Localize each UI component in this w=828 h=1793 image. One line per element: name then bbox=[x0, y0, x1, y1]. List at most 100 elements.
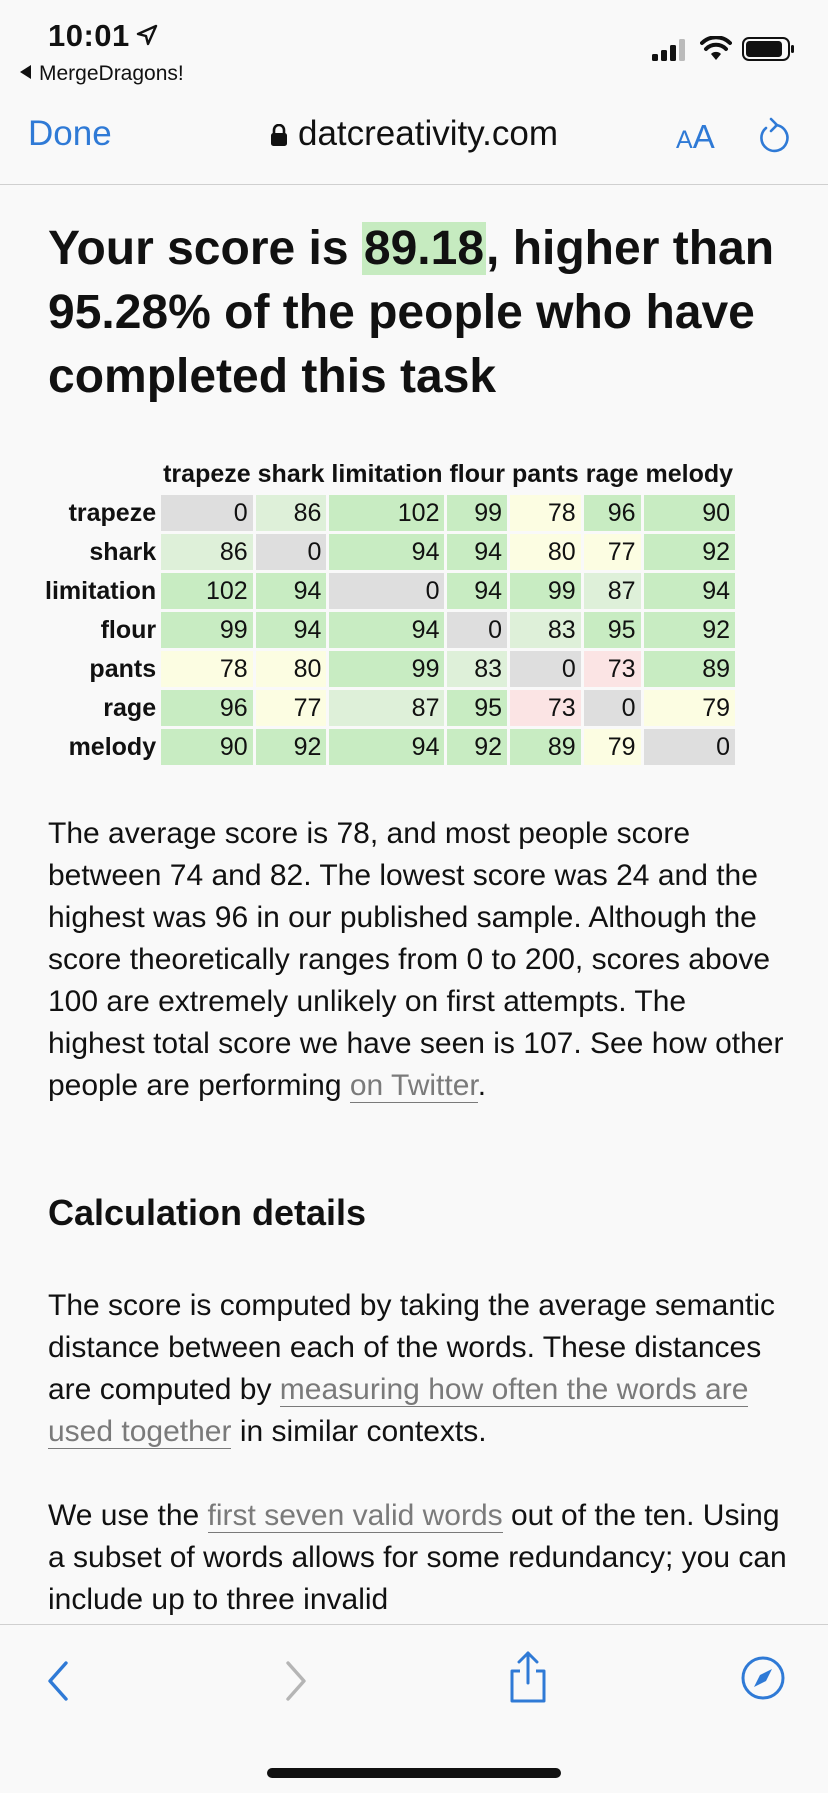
location-arrow-icon bbox=[136, 24, 158, 46]
distance-cell: 79 bbox=[643, 690, 736, 726]
distance-cell: 73 bbox=[583, 651, 641, 687]
distance-cell: 83 bbox=[447, 651, 508, 687]
text-size-button[interactable]: AA bbox=[676, 118, 715, 156]
table-body: trapeze 0 86 102 99 78 96 90 shark 86 0 94 94 80 77 92 l… bbox=[43, 495, 736, 765]
calculation-paragraph: The score is computed by taking the aver… bbox=[48, 1285, 788, 1453]
wifi-icon bbox=[700, 36, 732, 60]
calc-p1-b: in similar contexts. bbox=[231, 1415, 487, 1448]
distance-cell: 95 bbox=[447, 690, 508, 726]
distance-cell: 94 bbox=[255, 573, 327, 609]
score-headline: Your score is 89.18, higher than 95.28% … bbox=[48, 217, 798, 409]
score-value: 89.18 bbox=[361, 222, 487, 275]
table-row: flour 99 94 94 0 83 95 92 bbox=[43, 612, 736, 648]
back-app-label: MergeDragons! bbox=[39, 62, 184, 85]
browser-bottom-bar bbox=[0, 1624, 828, 1793]
domain-text: datcreativity.com bbox=[298, 114, 558, 153]
distance-cell: 92 bbox=[255, 729, 327, 765]
subset-paragraph: We use the first seven valid words out o… bbox=[48, 1495, 788, 1621]
summary-paragraph: The average score is 78, and most people… bbox=[48, 813, 788, 1107]
column-header: melody bbox=[645, 460, 734, 488]
calc-p1-a: The score is computed by taking the aver… bbox=[48, 1289, 776, 1406]
distance-cell: 99 bbox=[329, 651, 445, 687]
row-header: flour bbox=[100, 616, 157, 644]
distance-cell: 94 bbox=[255, 612, 327, 648]
distance-cell: 86 bbox=[161, 534, 253, 570]
headline-prefix: Your score is bbox=[48, 222, 362, 275]
browser-toolbar: Done datcreativity.com AA bbox=[0, 92, 828, 185]
text-size-small-a: A bbox=[676, 126, 693, 154]
column-header: shark bbox=[257, 460, 325, 488]
distance-cell: 0 bbox=[643, 729, 736, 765]
table-row: trapeze 0 86 102 99 78 96 90 bbox=[43, 495, 736, 531]
distance-cell: 95 bbox=[583, 612, 641, 648]
forward-chevron-icon[interactable] bbox=[282, 1659, 310, 1703]
back-chevron-icon[interactable] bbox=[44, 1659, 72, 1703]
distance-cell: 78 bbox=[161, 651, 253, 687]
distance-cell: 99 bbox=[447, 495, 508, 531]
home-indicator[interactable] bbox=[267, 1768, 561, 1778]
distance-cell: 90 bbox=[643, 495, 736, 531]
distance-table: trapeze shark limitation flour pants rage melo… bbox=[40, 453, 738, 768]
table-row: melody 90 92 94 92 89 79 0 bbox=[43, 729, 736, 765]
column-header: trapeze bbox=[163, 460, 251, 488]
distance-cell: 94 bbox=[329, 729, 445, 765]
summary-end: . bbox=[477, 1069, 487, 1102]
distance-cell: 0 bbox=[329, 573, 445, 609]
back-to-app-link[interactable]: MergeDragons! bbox=[20, 62, 184, 86]
clock: 10:01 bbox=[48, 18, 130, 53]
distance-cell: 77 bbox=[255, 690, 327, 726]
reload-icon[interactable] bbox=[756, 116, 792, 156]
distance-cell: 0 bbox=[583, 690, 641, 726]
table-header-row: trapeze shark limitation flour pants rage melo… bbox=[43, 456, 735, 492]
distance-cell: 83 bbox=[510, 612, 581, 648]
table-row: shark 86 0 94 94 80 77 92 bbox=[43, 534, 736, 570]
calc-p2-b: out of the ten. Using a subset of words … bbox=[48, 1499, 787, 1616]
valid-words-link[interactable]: first seven valid words bbox=[207, 1499, 503, 1533]
distance-cell: 73 bbox=[510, 690, 581, 726]
calc-p2-a: We use the bbox=[48, 1499, 208, 1532]
distance-cell: 77 bbox=[583, 534, 641, 570]
distance-cell: 87 bbox=[583, 573, 641, 609]
address-bar[interactable]: datcreativity.com bbox=[0, 114, 828, 154]
distance-cell: 94 bbox=[329, 534, 445, 570]
distance-cell: 0 bbox=[255, 534, 327, 570]
row-header: pants bbox=[89, 655, 157, 683]
column-header: limitation bbox=[331, 460, 443, 488]
compass-icon[interactable] bbox=[740, 1655, 786, 1701]
table-row: limitation 102 94 0 94 99 87 94 bbox=[43, 573, 736, 609]
summary-text: The average score is 78, and most people… bbox=[48, 817, 784, 1102]
distance-cell: 94 bbox=[643, 573, 736, 609]
share-icon[interactable] bbox=[506, 1649, 550, 1705]
distance-cell: 90 bbox=[161, 729, 253, 765]
distance-cell: 94 bbox=[447, 573, 508, 609]
status-bar: 10:01 MergeDragons! bbox=[0, 0, 828, 92]
distance-cell: 80 bbox=[510, 534, 581, 570]
distance-cell: 94 bbox=[329, 612, 445, 648]
distance-cell: 80 bbox=[255, 651, 327, 687]
done-button[interactable]: Done bbox=[28, 114, 112, 153]
row-header: limitation bbox=[45, 577, 157, 605]
distance-cell: 96 bbox=[583, 495, 641, 531]
distance-cell: 0 bbox=[510, 651, 581, 687]
twitter-link[interactable]: on Twitter bbox=[349, 1069, 478, 1103]
distance-cell: 79 bbox=[583, 729, 641, 765]
distance-cell: 92 bbox=[643, 534, 736, 570]
corner-cell bbox=[43, 456, 158, 492]
distance-cell: 0 bbox=[447, 612, 508, 648]
distance-cell: 87 bbox=[329, 690, 445, 726]
measuring-link[interactable]: measuring how often the words are used t… bbox=[48, 1373, 749, 1449]
battery-icon bbox=[742, 37, 794, 61]
column-header: pants bbox=[512, 460, 579, 488]
back-triangle-icon bbox=[20, 65, 31, 79]
distance-cell: 78 bbox=[510, 495, 581, 531]
row-header: shark bbox=[89, 538, 157, 566]
web-content: Your score is 89.18, higher than 95.28% … bbox=[0, 185, 828, 1625]
distance-cell: 99 bbox=[510, 573, 581, 609]
distance-cell: 86 bbox=[255, 495, 327, 531]
table-row: rage 96 77 87 95 73 0 79 bbox=[43, 690, 736, 726]
calculation-heading: Calculation details bbox=[48, 1192, 367, 1233]
table-row: pants 78 80 99 83 0 73 89 bbox=[43, 651, 736, 687]
column-header: flour bbox=[449, 460, 506, 488]
distance-cell: 102 bbox=[161, 573, 253, 609]
distance-cell: 92 bbox=[447, 729, 508, 765]
